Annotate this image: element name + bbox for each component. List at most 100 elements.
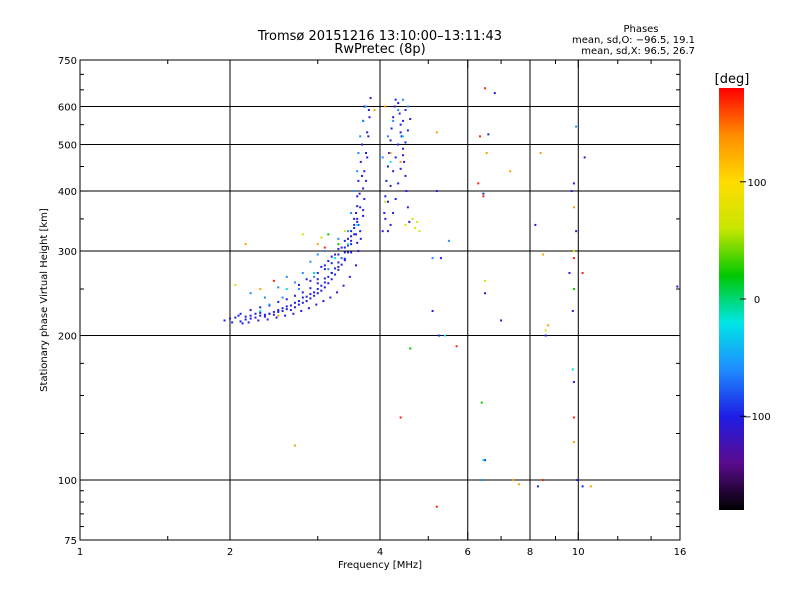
- data-point: [389, 160, 392, 163]
- data-point: [581, 271, 584, 274]
- y-tick-label: 200: [58, 332, 77, 343]
- data-point: [357, 179, 360, 182]
- data-point: [254, 312, 257, 315]
- data-point: [392, 119, 395, 122]
- data-point: [234, 283, 237, 286]
- data-point: [394, 156, 397, 159]
- data-point: [327, 259, 330, 262]
- data-point: [359, 135, 362, 138]
- data-point: [447, 239, 450, 242]
- data-point: [439, 257, 442, 260]
- data-point: [547, 324, 550, 327]
- data-point: [402, 98, 405, 101]
- data-point: [323, 246, 326, 249]
- data-point: [305, 295, 308, 298]
- data-point: [281, 309, 284, 312]
- data-point: [480, 401, 483, 404]
- data-point: [358, 192, 361, 195]
- data-point: [399, 131, 402, 134]
- data-point: [293, 281, 296, 284]
- y-tick-label: 400: [58, 187, 77, 198]
- data-point: [571, 309, 574, 312]
- data-point: [259, 288, 262, 291]
- data-point: [509, 170, 512, 173]
- data-point: [247, 321, 250, 324]
- data-point: [435, 190, 438, 193]
- data-point: [337, 247, 340, 250]
- data-point: [316, 292, 319, 295]
- data-point: [293, 301, 296, 304]
- data-point: [390, 127, 393, 130]
- data-point: [360, 174, 363, 177]
- data-point: [285, 288, 288, 291]
- data-point: [386, 230, 389, 233]
- data-point: [404, 109, 407, 112]
- data-point: [353, 223, 356, 226]
- data-point: [480, 479, 483, 482]
- data-point: [484, 87, 487, 90]
- data-point: [254, 316, 257, 319]
- data-point: [239, 320, 242, 323]
- data-point: [384, 195, 387, 198]
- data-point: [334, 253, 337, 256]
- data-point: [455, 345, 458, 348]
- data-point: [309, 260, 312, 263]
- data-point: [356, 195, 359, 198]
- data-point: [327, 233, 330, 236]
- data-point: [388, 152, 391, 155]
- data-point: [337, 237, 340, 240]
- data-point: [263, 296, 266, 299]
- data-point: [309, 297, 312, 300]
- data-point: [404, 174, 407, 177]
- x-tick-label: 1: [77, 547, 83, 558]
- data-point: [386, 200, 389, 203]
- data-point: [362, 119, 365, 122]
- data-point: [289, 309, 292, 312]
- data-point: [394, 198, 397, 201]
- data-point: [393, 105, 396, 108]
- data-point: [337, 265, 340, 268]
- y-tick-label: 300: [58, 247, 77, 258]
- data-point: [487, 133, 490, 136]
- data-point: [343, 251, 346, 254]
- data-point: [284, 314, 287, 317]
- data-point: [231, 321, 234, 324]
- data-point: [313, 275, 316, 278]
- data-point: [572, 416, 575, 419]
- data-point: [360, 143, 363, 146]
- data-point: [350, 251, 353, 254]
- data-point: [385, 179, 388, 182]
- data-point: [241, 322, 244, 325]
- x-tick-label: 10: [572, 547, 585, 558]
- data-point: [536, 485, 539, 488]
- data-point: [572, 441, 575, 444]
- data-point: [484, 459, 487, 462]
- data-point: [334, 257, 337, 260]
- x-axis: 1 2 4 6 8 10 16: [77, 60, 686, 558]
- data-point: [544, 334, 547, 337]
- data-point: [336, 291, 339, 294]
- data-point: [346, 237, 349, 240]
- data-point: [316, 271, 319, 274]
- data-point: [572, 381, 575, 384]
- data-point: [285, 275, 288, 278]
- colorbar-label: [deg]: [715, 72, 750, 87]
- data-point: [281, 296, 284, 299]
- data-point: [411, 217, 414, 220]
- y-tick-label: 600: [58, 103, 77, 114]
- data-point: [404, 141, 407, 144]
- x-tick-label: 6: [465, 547, 471, 558]
- data-point: [394, 98, 397, 101]
- data-point: [337, 243, 340, 246]
- y-tick-label: 500: [58, 141, 77, 152]
- data-point: [357, 223, 360, 226]
- data-point: [259, 306, 262, 309]
- data-point: [381, 156, 384, 159]
- data-point: [368, 116, 371, 119]
- data-point: [327, 282, 330, 285]
- data-point: [583, 156, 586, 159]
- data-point: [568, 271, 571, 274]
- data-point: [337, 261, 340, 264]
- data-point: [402, 154, 405, 157]
- chart-subtitle: RwPretec (8p): [334, 42, 425, 57]
